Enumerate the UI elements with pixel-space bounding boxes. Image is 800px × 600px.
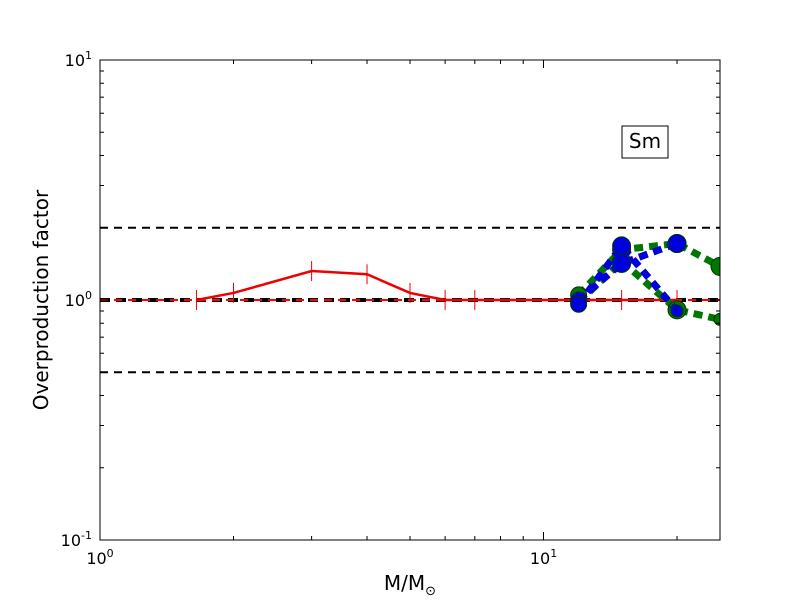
series-line: [196, 269, 678, 302]
y-tick-label: 101: [65, 49, 92, 70]
y-tick-label: 100: [65, 289, 92, 310]
annotation-frame: [621, 125, 669, 159]
x-axis-label: M/M⊙: [384, 571, 436, 599]
x-tick-label: 100: [86, 547, 113, 568]
series-point: [710, 256, 720, 276]
annotation-label: Sm: [629, 129, 661, 153]
data-series: [195, 233, 720, 326]
series-point: [612, 253, 632, 273]
series-point: [713, 312, 720, 326]
y-tick-label: 10-1: [61, 529, 92, 550]
series-point: [570, 295, 588, 313]
annotation-box: Sm: [621, 125, 669, 159]
series-line: [576, 256, 720, 323]
series-point: [667, 233, 687, 253]
series-point: [612, 236, 632, 256]
x-tick-label: 101: [530, 547, 557, 568]
y-axis-label: Overproduction factor: [29, 189, 53, 410]
series-point: [670, 304, 684, 318]
